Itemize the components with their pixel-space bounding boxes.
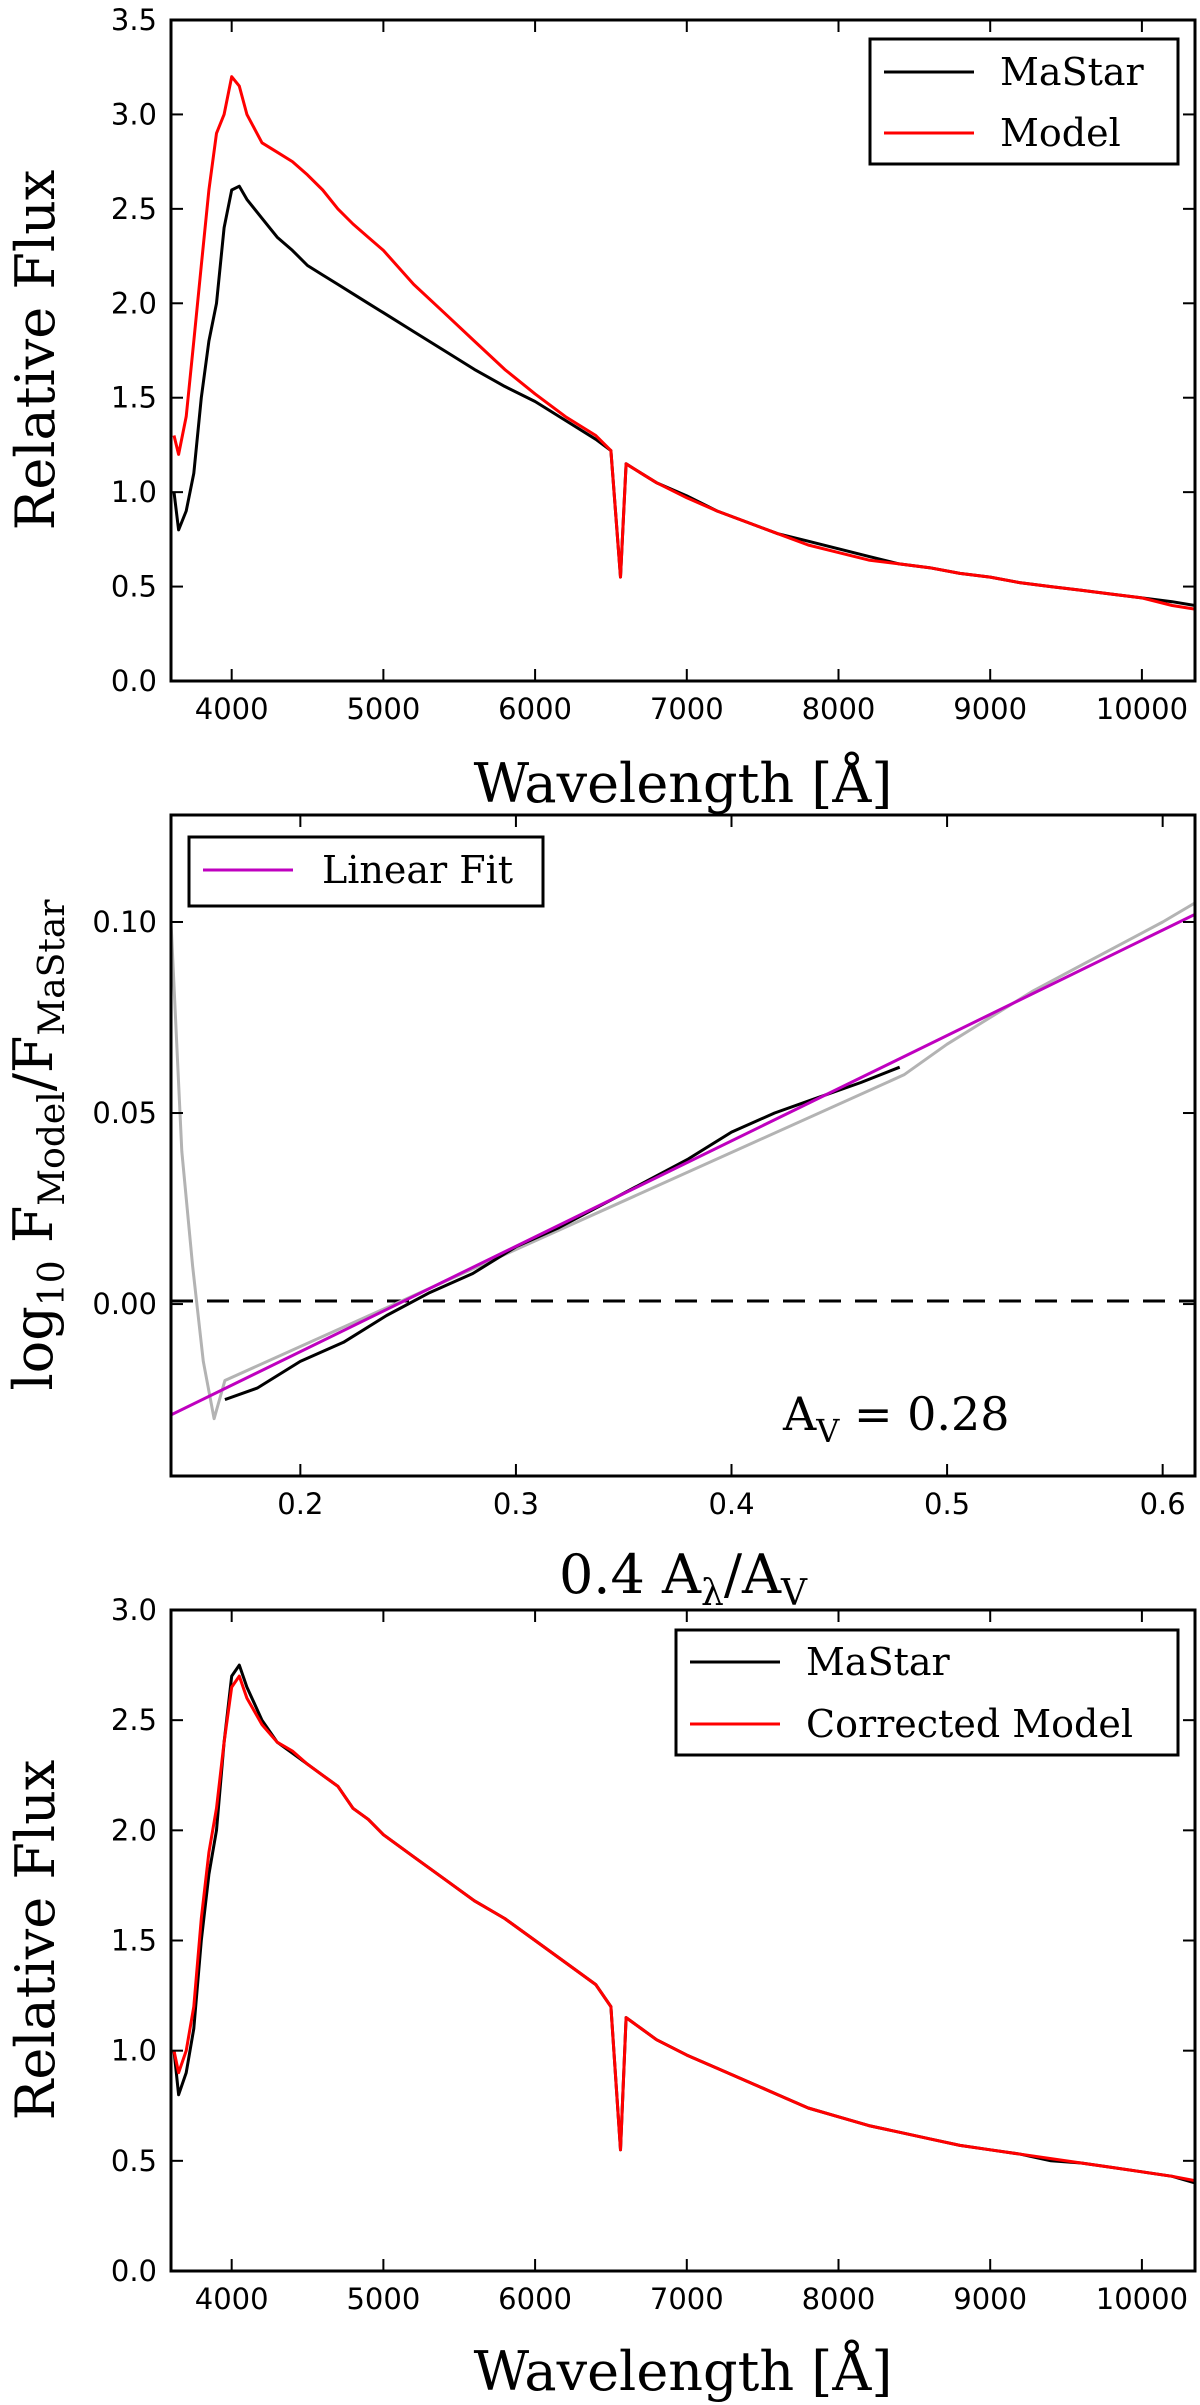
bottom-panel: 4000 5000 6000 7000 8000 9000 10000 0.0 0.5 1.0 1.… [4, 1593, 1197, 2403]
top-ytick-label: 2.5 [111, 192, 157, 226]
top-panel-ylabel: Relative Flux [4, 170, 67, 531]
middle-series-excluded-data [171, 901, 1195, 1421]
bottom-panel-ylabel: Relative Flux [4, 1760, 67, 2121]
top-legend-box [868, 37, 1180, 166]
top-legend-label-model: Model [1000, 111, 1121, 155]
middle-ytick-label: 0.10 [92, 905, 157, 939]
bottom-ytick-label: 2.0 [111, 1813, 157, 1847]
bottom-xtick-label: 8000 [802, 2282, 876, 2316]
top-xtick-label: 4000 [195, 692, 269, 726]
bottom-xtick-label: 9000 [953, 2282, 1027, 2316]
bottom-xtick-label: 5000 [346, 2282, 420, 2316]
top-ytick-label: 3.5 [111, 3, 157, 37]
av-annotation: AV = 0.28 [782, 1387, 1010, 1450]
middle-xtick-label: 0.2 [277, 1487, 323, 1521]
bottom-legend-box [674, 1628, 1180, 1757]
middle-legend-label-fit: Linear Fit [322, 848, 513, 892]
bottom-series-corrected-model [172, 1674, 1195, 2183]
middle-xtick-label: 0.5 [924, 1487, 970, 1521]
top-legend-label-mastar: MaStar [1000, 50, 1145, 94]
top-xtick-label: 7000 [650, 692, 724, 726]
bottom-panel-legend: MaStar Corrected Model [674, 1628, 1180, 1757]
bottom-xtick-label: 4000 [195, 2282, 269, 2316]
bottom-legend-label-corrected: Corrected Model [806, 1702, 1133, 1746]
bottom-ytick-label: 2.5 [111, 1703, 157, 1737]
top-series-model [172, 75, 1195, 611]
middle-panel-frame [169, 813, 1197, 1478]
bottom-panel-ticks: 4000 5000 6000 7000 8000 9000 10000 0.0 0.5 1.0 1.… [111, 1593, 1195, 2316]
middle-xtick-label: 0.3 [493, 1487, 539, 1521]
top-ytick-label: 0.5 [111, 570, 157, 604]
bottom-ytick-label: 0.0 [111, 2254, 157, 2288]
top-xtick-label: 6000 [498, 692, 572, 726]
bottom-ytick-label: 1.0 [111, 2034, 157, 2068]
top-panel: 4000 5000 6000 7000 8000 9000 10000 0.0 0.5 1.0 1.… [4, 3, 1197, 815]
top-panel-frame [169, 18, 1197, 683]
middle-panel-ylabel: log10 FModel/FMaStar [2, 899, 73, 1391]
top-panel-xlabel: Wavelength [Å] [474, 750, 893, 815]
bottom-legend-label-mastar: MaStar [806, 1640, 951, 1684]
top-ytick-label: 2.0 [111, 286, 157, 320]
middle-panel: 0.2 0.3 0.4 0.5 0.6 0.00 0.05 0.10 0.4 Aλ/AV lo… [2, 813, 1197, 1614]
top-xtick-label: 5000 [346, 692, 420, 726]
bottom-panel-series-group [172, 1663, 1195, 2185]
middle-ytick-label: 0.05 [92, 1096, 157, 1130]
bottom-xtick-label: 10000 [1096, 2282, 1188, 2316]
top-xtick-label: 10000 [1096, 692, 1188, 726]
middle-panel-legend: Linear Fit [187, 835, 545, 908]
top-ytick-label: 1.5 [111, 381, 157, 415]
top-ytick-label: 0.0 [111, 664, 157, 698]
bottom-xtick-label: 6000 [498, 2282, 572, 2316]
top-series-mastar [172, 184, 1195, 607]
middle-panel-plot-area [171, 901, 1195, 1421]
top-panel-series-group [172, 75, 1195, 611]
top-panel-ticks: 4000 5000 6000 7000 8000 9000 10000 0.0 0.5 1.0 1.… [111, 3, 1195, 726]
middle-panel-ticks: 0.2 0.3 0.4 0.5 0.6 0.00 0.05 0.10 [92, 815, 1195, 1521]
middle-xtick-label: 0.6 [1140, 1487, 1186, 1521]
top-xtick-label: 9000 [953, 692, 1027, 726]
top-panel-legend: MaStar Model [868, 37, 1180, 166]
bottom-ytick-label: 0.5 [111, 2144, 157, 2178]
bottom-panel-plot-area [172, 1663, 1195, 2185]
top-panel-plot-area [172, 75, 1195, 611]
top-ytick-label: 3.0 [111, 97, 157, 131]
middle-series-data [224, 1065, 901, 1402]
bottom-xtick-label: 7000 [650, 2282, 724, 2316]
top-xtick-label: 8000 [802, 692, 876, 726]
middle-ytick-label: 0.00 [92, 1287, 157, 1321]
bottom-panel-xlabel: Wavelength [Å] [474, 2338, 893, 2403]
middle-xtick-label: 0.4 [708, 1487, 754, 1521]
middle-series-linear-fit [171, 912, 1195, 1417]
middle-panel-series-group [171, 901, 1195, 1421]
bottom-ytick-label: 1.5 [111, 1924, 157, 1958]
top-ytick-label: 1.0 [111, 475, 157, 509]
bottom-panel-frame [169, 1608, 1197, 2273]
middle-panel-xlabel: 0.4 Aλ/AV [559, 1543, 808, 1614]
bottom-ytick-label: 3.0 [111, 1593, 157, 1627]
